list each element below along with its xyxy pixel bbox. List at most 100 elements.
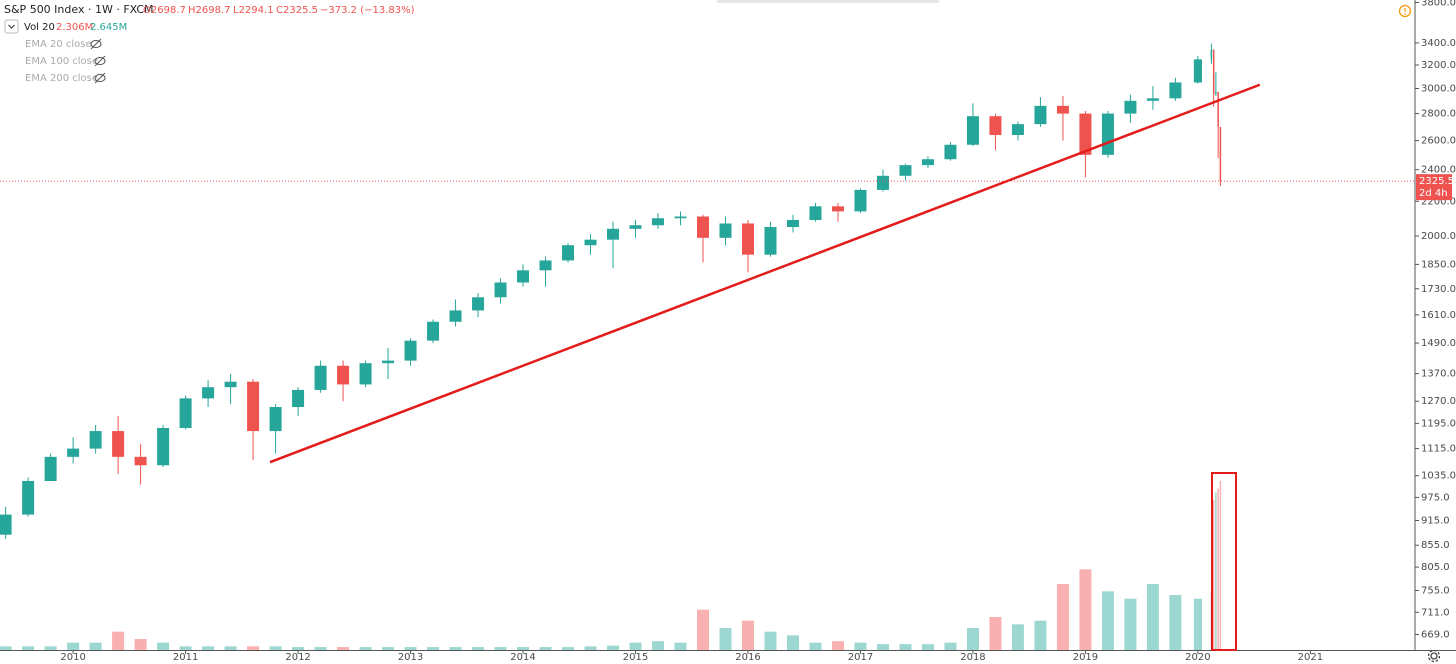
symbol-title: S&P 500 Index · 1W · FXCM — [4, 3, 154, 16]
volume-bar — [0, 646, 12, 650]
candle-body — [517, 270, 530, 283]
candle-body — [472, 297, 485, 311]
volume-bar — [202, 646, 215, 650]
volume-bar — [674, 642, 687, 650]
candle-body — [1079, 113, 1092, 155]
x-tick-label: 2010 — [60, 652, 85, 663]
candle-body — [314, 365, 327, 390]
volume-bar — [921, 644, 934, 650]
x-tick-label: 2017 — [848, 652, 873, 663]
volume-bar — [854, 642, 867, 650]
y-tick-label: 2400.0 — [1421, 165, 1456, 176]
volume-bar — [831, 641, 844, 650]
volume-bar — [1146, 584, 1159, 650]
volume-bar — [809, 642, 822, 650]
volume-bar — [786, 635, 799, 650]
volume-bar — [449, 647, 462, 650]
candle-body — [1056, 105, 1069, 114]
indicator-label[interactable]: EMA 20 close — [25, 39, 92, 50]
volume-bar — [382, 647, 395, 650]
candle-body — [674, 216, 687, 219]
hidden-eye-icons[interactable] — [90, 38, 106, 84]
volume-bar — [179, 646, 192, 650]
volume-bars — [0, 480, 1222, 650]
candle-body — [764, 227, 777, 255]
settings-icon[interactable] — [1427, 649, 1441, 663]
volume-bar — [966, 628, 979, 650]
ohlc-open: O2698.7 — [143, 5, 186, 16]
y-tick-label: 3800.0 — [1421, 0, 1456, 8]
y-tick-label: 805.0 — [1421, 562, 1450, 573]
x-tick-label: 2012 — [285, 652, 310, 663]
candle-body — [1169, 82, 1182, 99]
candle-body — [854, 189, 867, 212]
y-tick-label: 915.0 — [1421, 516, 1450, 527]
candle-body — [224, 381, 237, 388]
trendline — [269, 83, 1261, 464]
candle-body — [831, 206, 844, 212]
x-tick-label: 2018 — [960, 652, 985, 663]
volume-bar — [876, 644, 889, 650]
volume-bar — [1056, 584, 1069, 650]
volume-bar — [584, 646, 597, 650]
volume-name: Vol 20 — [24, 22, 55, 33]
candle-body — [539, 260, 552, 271]
volume-bar — [1215, 492, 1217, 650]
candle-body — [382, 360, 395, 364]
candle-body — [629, 225, 642, 229]
volume-bar — [134, 639, 147, 650]
y-tick-label: 2000.0 — [1421, 231, 1456, 242]
candle-body — [269, 407, 282, 432]
volume-bar — [224, 646, 237, 650]
volume-bar — [944, 642, 957, 650]
indicator-label[interactable]: EMA 100 close — [25, 56, 98, 67]
candle-body — [1219, 126, 1222, 182]
volume-bar — [22, 646, 35, 650]
y-tick-label: 2600.0 — [1421, 136, 1456, 147]
y-tick-label: 1270.0 — [1421, 396, 1456, 407]
volume-bar — [427, 647, 440, 650]
y-tick-label: 711.0 — [1421, 607, 1450, 618]
y-tick-label: 3200.0 — [1421, 60, 1456, 71]
candle-body — [966, 116, 979, 145]
volume-value: 2.306M — [56, 22, 93, 33]
x-tick-label: 2013 — [398, 652, 423, 663]
candle-body — [697, 216, 710, 238]
candle-body — [1124, 100, 1137, 114]
header: S&P 500 Index · 1W · FXCM O2698.7 H2698.… — [4, 3, 415, 84]
y-tick-label: 975.0 — [1421, 492, 1450, 503]
top-handle — [717, 0, 939, 3]
candle-body — [1011, 124, 1024, 135]
volume-bar — [539, 647, 552, 650]
y-tick-label: 2800.0 — [1421, 109, 1456, 120]
candle-body — [404, 340, 417, 361]
volume-bar — [1212, 499, 1215, 650]
x-tick-label: 2019 — [1073, 652, 1098, 663]
volume-bar — [472, 647, 485, 650]
volume-bar — [697, 609, 710, 650]
y-tick-label: 855.0 — [1421, 540, 1450, 551]
y-tick-label: 1850.0 — [1421, 259, 1456, 270]
candle-body — [921, 159, 934, 166]
annotations: 2325.52d 4h — [0, 83, 1454, 464]
volume-bar — [764, 631, 777, 650]
volume-bar — [44, 646, 57, 650]
collapse-button[interactable] — [4, 19, 19, 34]
volume-bar — [989, 617, 1002, 650]
candle-body — [1215, 91, 1217, 95]
volume-bar — [89, 642, 102, 650]
volume-bar — [562, 647, 575, 650]
candle-body — [359, 363, 372, 385]
y-tick-label: 1610.0 — [1421, 310, 1456, 321]
x-tick-label: 2014 — [510, 652, 535, 663]
volume-bar — [292, 647, 305, 650]
volume-bar — [719, 628, 732, 650]
y-tick-label: 1370.0 — [1421, 369, 1456, 380]
candle-body — [809, 206, 822, 220]
volume-bar — [1219, 480, 1222, 650]
volume-bar — [607, 645, 620, 650]
y-tick-label: 3000.0 — [1421, 83, 1456, 94]
alert-icon[interactable] — [1398, 4, 1412, 18]
indicator-label[interactable]: EMA 200 close — [25, 73, 98, 84]
countdown-label: 2d 4h — [1419, 188, 1448, 199]
